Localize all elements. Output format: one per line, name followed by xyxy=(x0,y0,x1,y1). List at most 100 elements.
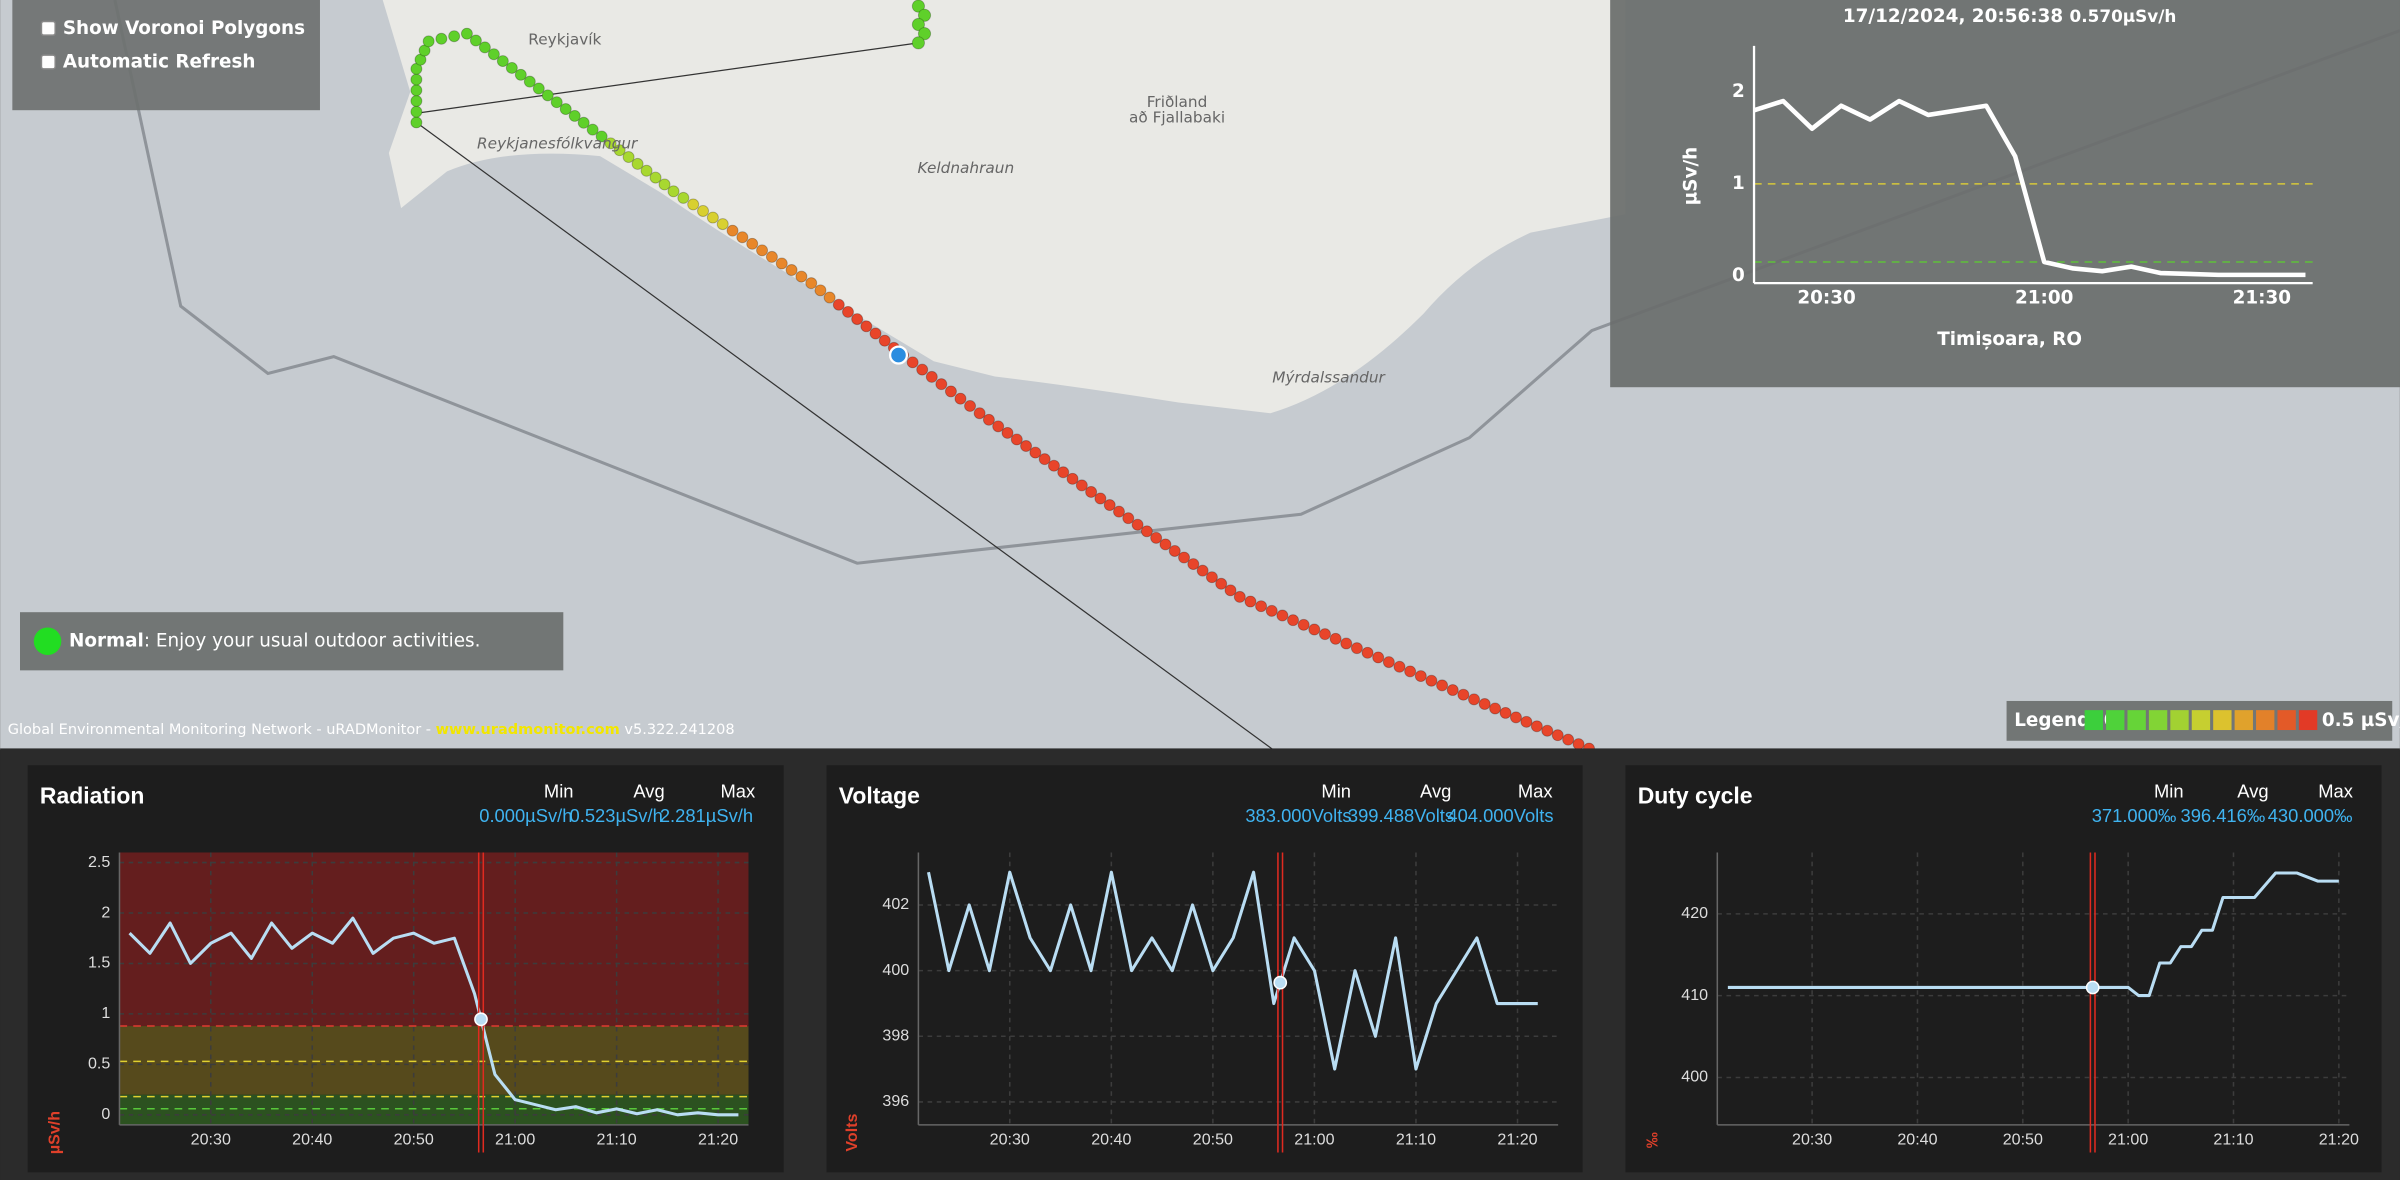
track-dot xyxy=(736,231,749,244)
track-dot xyxy=(992,420,1005,433)
track-dot xyxy=(1562,733,1575,746)
track-dot xyxy=(478,41,491,54)
track-dot xyxy=(1066,472,1079,485)
track-dot xyxy=(823,291,836,304)
track-dot xyxy=(1329,632,1342,645)
track-dot xyxy=(541,89,554,102)
track-dot xyxy=(916,363,929,376)
track-dot xyxy=(842,305,854,318)
footer-version: v5.322.241208 xyxy=(620,722,735,738)
y-tick-label: 396 xyxy=(882,1092,909,1110)
cursor-dot xyxy=(2085,980,2100,995)
legend-swatch xyxy=(2170,710,2189,731)
x-tick-label: 21:00 xyxy=(2015,287,2073,308)
option-label[interactable]: Automatic Refresh xyxy=(63,52,256,73)
track-dot xyxy=(448,30,461,43)
status-text: Normal: Enjoy your usual outdoor activit… xyxy=(69,630,480,651)
stat-value: 371.000‰ xyxy=(2092,805,2177,826)
track-dot xyxy=(677,191,690,204)
stat-value: 430.000‰ xyxy=(2268,805,2353,826)
track-dot xyxy=(1038,453,1051,466)
track-dot xyxy=(604,137,617,150)
cursor-dot xyxy=(474,1012,488,1027)
y-axis-label: µSv/h xyxy=(1680,147,1701,205)
track-dot xyxy=(814,284,827,297)
y-tick-label: 400 xyxy=(1681,1068,1708,1086)
track-dot xyxy=(746,237,759,250)
track-dot xyxy=(559,103,572,116)
map-label: Reykjanesfólkvangur xyxy=(477,134,639,152)
track-dot xyxy=(1478,698,1491,710)
track-dot xyxy=(460,27,473,40)
charts: 0 0.5 1 1.5 2 2.5 20:30 20:40 20:50 21:00 21:10 21:… xyxy=(45,781,2359,1155)
map-label: að Fjallabaki xyxy=(1129,108,1225,126)
stat-label: Avg xyxy=(2237,781,2268,802)
track-dot xyxy=(1530,720,1543,733)
track-dot xyxy=(631,157,644,170)
checkbox[interactable] xyxy=(40,54,56,70)
track-dot xyxy=(487,48,500,61)
track-dot xyxy=(1140,525,1153,538)
track-dot xyxy=(640,164,653,177)
track-dot xyxy=(756,244,769,257)
track-dot xyxy=(869,327,882,340)
track-dot xyxy=(1150,531,1163,544)
track-dot xyxy=(586,123,599,136)
track-dot xyxy=(1382,656,1395,669)
legend-swatch xyxy=(2127,710,2146,731)
track-dot xyxy=(1057,466,1070,479)
track-dot xyxy=(523,75,536,88)
track-dot xyxy=(1297,618,1310,631)
track-dot xyxy=(1468,693,1480,706)
footer: Global Environmental Monitoring Network … xyxy=(8,722,735,738)
track-dot xyxy=(906,356,919,369)
y-tick-label: 2 xyxy=(101,903,110,921)
stat-value: 404.000Volts xyxy=(1447,805,1553,826)
checkbox[interactable] xyxy=(40,20,56,36)
y-tick-label: 2.5 xyxy=(88,853,110,871)
track-dot xyxy=(917,27,932,41)
footer-link[interactable]: www.uradmonitor.com xyxy=(436,722,620,738)
track-dot xyxy=(1287,614,1299,627)
x-tick-label: 20:40 xyxy=(292,1130,332,1148)
x-tick-label: 20:30 xyxy=(1792,1130,1832,1148)
stat-value: 0.523µSv/h xyxy=(570,805,663,826)
track-dot xyxy=(775,257,788,270)
track-dot xyxy=(1372,651,1385,664)
connector xyxy=(416,42,919,114)
track-dot xyxy=(1350,642,1363,655)
track-dot xyxy=(1094,492,1107,505)
y-tick-label: 2 xyxy=(1732,81,1745,102)
x-tick-label: 21:00 xyxy=(1294,1130,1334,1148)
track-dot xyxy=(1122,512,1135,525)
track-dot xyxy=(911,36,925,50)
track-dot xyxy=(795,270,808,283)
track-dot xyxy=(687,198,700,211)
current-position[interactable] xyxy=(888,345,909,365)
track-dot xyxy=(1103,499,1116,512)
track-dot xyxy=(911,17,925,32)
stat-value: 2.281µSv/h xyxy=(660,805,753,826)
track-dot xyxy=(1244,595,1257,608)
x-tick-label: 20:30 xyxy=(990,1130,1030,1148)
legend-swatch xyxy=(2234,710,2253,731)
track xyxy=(410,0,1595,755)
series-line xyxy=(1727,871,2339,998)
x-tick-label: 20:40 xyxy=(1897,1130,1937,1148)
track-dot xyxy=(1572,738,1585,751)
x-tick-label: 21:10 xyxy=(1396,1130,1436,1148)
track-dot xyxy=(973,407,986,420)
track-dot xyxy=(1010,433,1023,446)
track-dot xyxy=(496,55,509,68)
track-dot xyxy=(1425,674,1438,687)
track-dot xyxy=(577,116,590,129)
track-dot xyxy=(410,116,423,129)
options-panel xyxy=(12,0,320,111)
track-dot xyxy=(595,130,608,143)
option-label[interactable]: Show Voronoi Polygons xyxy=(63,18,305,39)
x-tick-label: 21:00 xyxy=(2108,1130,2148,1148)
x-tick-label: 21:20 xyxy=(2319,1130,2359,1148)
popup xyxy=(1610,0,2400,388)
track-dot xyxy=(613,144,626,157)
